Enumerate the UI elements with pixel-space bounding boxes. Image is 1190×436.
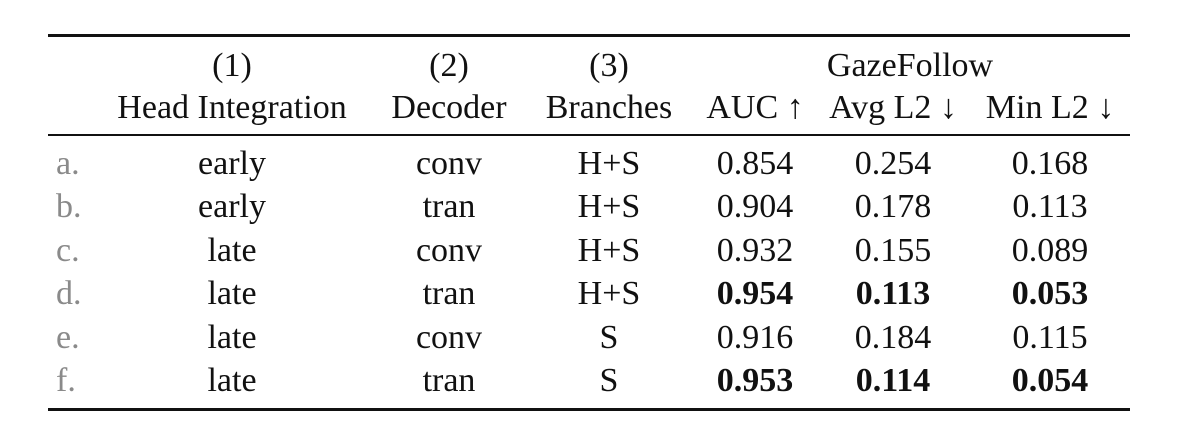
cell-auc: 0.953 [716,362,794,399]
column-header-min-l2: Min L2 ↓ [985,89,1115,126]
cell-decoder: tran [422,275,476,312]
cell-auc: 0.932 [716,232,794,269]
header-rule [48,134,1130,136]
cell-avg-l2: 0.155 [854,232,932,269]
cell-avg-l2: 0.114 [855,362,931,399]
cell-min-l2: 0.115 [1012,319,1088,356]
group-label-1: (1) [212,47,252,84]
row-id: a. [56,145,80,182]
bottom-rule [48,408,1130,411]
top-rule [48,34,1130,37]
cell-head-integration: late [207,319,257,356]
cell-head-integration: late [207,362,257,399]
cell-avg-l2: 0.254 [854,145,932,182]
cell-avg-l2: 0.178 [854,188,932,225]
cell-decoder: conv [415,145,483,182]
group-label-gazefollow: GazeFollow [826,47,994,84]
cell-head-integration: early [198,188,266,225]
cell-head-integration: late [207,275,257,312]
cell-min-l2: 0.053 [1011,275,1089,312]
column-header-avg-l2: Avg L2 ↓ [829,89,957,126]
column-header-branches: Branches [545,89,673,126]
cell-branches: S [599,319,619,356]
cell-decoder: tran [422,362,476,399]
cell-head-integration: early [198,145,266,182]
row-id: e. [56,319,80,356]
cell-avg-l2: 0.184 [854,319,932,356]
cell-branches: H+S [577,275,641,312]
cell-decoder: tran [422,188,476,225]
cell-avg-l2: 0.113 [855,275,931,312]
cell-min-l2: 0.113 [1012,188,1088,225]
cell-decoder: conv [415,319,483,356]
cell-auc: 0.904 [716,188,794,225]
cell-branches: H+S [577,232,641,269]
cell-auc: 0.954 [716,275,794,312]
cell-branches: S [599,362,619,399]
row-id: b. [56,188,82,225]
row-id: d. [56,275,82,312]
group-label-3: (3) [589,47,629,84]
cell-head-integration: late [207,232,257,269]
column-header-auc: AUC ↑ [706,89,804,126]
cell-min-l2: 0.089 [1011,232,1089,269]
cell-auc: 0.916 [716,319,794,356]
cell-min-l2: 0.168 [1011,145,1089,182]
cell-branches: H+S [577,145,641,182]
cell-decoder: conv [415,232,483,269]
cell-branches: H+S [577,188,641,225]
cell-min-l2: 0.054 [1011,362,1089,399]
column-header-head-integration: Head Integration [117,89,347,126]
cell-auc: 0.854 [716,145,794,182]
row-id: c. [56,232,80,269]
group-label-2: (2) [429,47,469,84]
column-header-decoder: Decoder [391,89,507,126]
row-id: f. [56,362,76,399]
